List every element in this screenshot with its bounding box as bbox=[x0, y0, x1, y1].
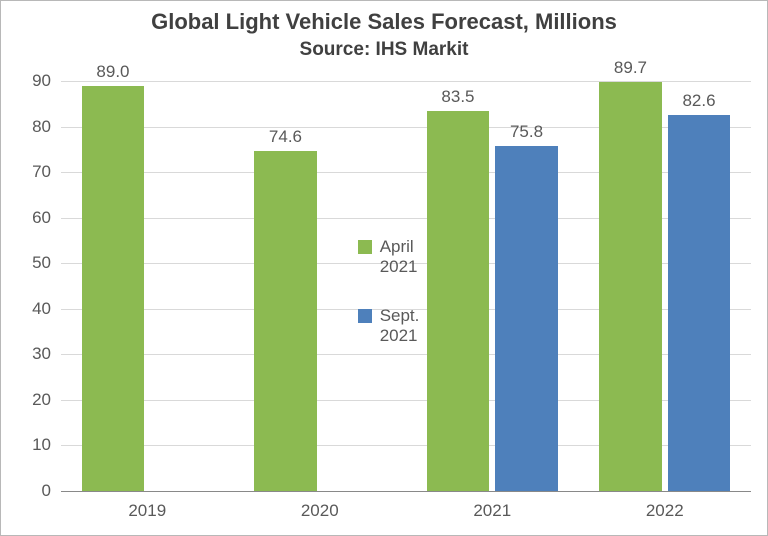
y-tick-label: 80 bbox=[9, 117, 51, 137]
x-tick-label: 2020 bbox=[234, 501, 407, 521]
x-tick-label: 2019 bbox=[61, 501, 234, 521]
bar-value-label: 74.6 bbox=[269, 127, 302, 147]
bar bbox=[599, 82, 662, 491]
y-tick-label: 90 bbox=[9, 71, 51, 91]
bar bbox=[427, 111, 490, 491]
legend-item: Sept. 2021 bbox=[358, 306, 420, 347]
legend-swatch bbox=[358, 240, 372, 254]
bar-value-label: 89.0 bbox=[96, 62, 129, 82]
chart-title: Global Light Vehicle Sales Forecast, Mil… bbox=[1, 9, 767, 35]
legend-swatch bbox=[358, 309, 372, 323]
legend-label: Sept. 2021 bbox=[380, 306, 420, 347]
x-tick-label: 2021 bbox=[406, 501, 579, 521]
y-tick-label: 20 bbox=[9, 390, 51, 410]
y-tick-label: 40 bbox=[9, 299, 51, 319]
y-tick-label: 60 bbox=[9, 208, 51, 228]
bar bbox=[495, 146, 558, 491]
bar bbox=[254, 151, 317, 491]
bar-value-label: 89.7 bbox=[614, 58, 647, 78]
bar bbox=[668, 115, 731, 491]
legend: April 2021 Sept. 2021 bbox=[358, 237, 420, 347]
chart-subtitle: Source: IHS Markit bbox=[1, 39, 767, 61]
bar bbox=[82, 86, 145, 491]
bar-value-label: 83.5 bbox=[441, 87, 474, 107]
legend-label: April 2021 bbox=[380, 237, 418, 278]
bar-value-label: 75.8 bbox=[510, 122, 543, 142]
y-tick-label: 0 bbox=[9, 481, 51, 501]
chart-frame: Global Light Vehicle Sales Forecast, Mil… bbox=[0, 0, 768, 536]
y-tick-label: 30 bbox=[9, 344, 51, 364]
y-tick-label: 70 bbox=[9, 162, 51, 182]
gridline bbox=[61, 491, 751, 492]
legend-item: April 2021 bbox=[358, 237, 420, 278]
y-tick-label: 50 bbox=[9, 253, 51, 273]
bar-value-label: 82.6 bbox=[682, 91, 715, 111]
y-tick-label: 10 bbox=[9, 435, 51, 455]
x-tick-label: 2022 bbox=[579, 501, 752, 521]
